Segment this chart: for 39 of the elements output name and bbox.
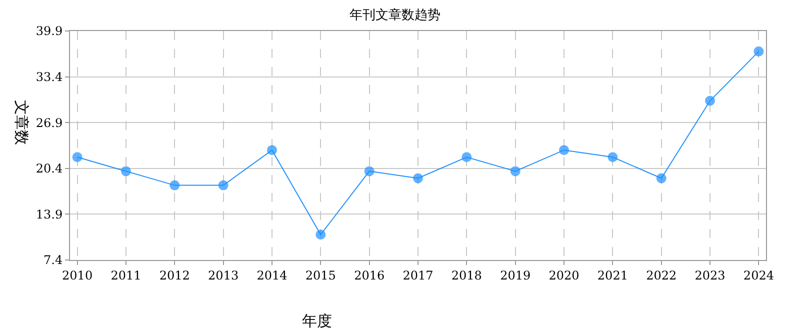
y-tick-label: 39.9: [36, 24, 63, 38]
y-tick-label: 33.4: [36, 70, 63, 84]
point: [705, 96, 716, 106]
y-tick-label: 7.4: [44, 253, 63, 268]
point: [218, 180, 228, 190]
x-tick-label: 2021: [597, 268, 628, 282]
x-tick-label: 2022: [646, 268, 677, 282]
point: [608, 152, 618, 162]
y-tick-label: 20.4: [36, 162, 63, 176]
x-tick-label: 2013: [208, 268, 239, 282]
point: [413, 173, 423, 184]
x-tick-label: 2023: [694, 268, 726, 282]
point: [754, 46, 764, 56]
x-tick-label: 2014: [256, 268, 288, 282]
x-tick-label: 2012: [159, 268, 190, 282]
x-tick-label: 2020: [548, 268, 580, 282]
point: [462, 152, 472, 162]
x-tick-label: 2010: [62, 268, 93, 282]
y-axis-title: 文章数: [12, 100, 30, 145]
y-tick-label: 13.9: [36, 207, 63, 222]
point: [656, 173, 666, 184]
x-axis-title: 年度: [302, 312, 332, 330]
y-tick-label: 26.9: [36, 116, 63, 130]
x-tick-label: 2011: [110, 268, 142, 282]
x-tick-label: 2019: [500, 268, 531, 282]
point: [170, 180, 180, 190]
point: [510, 166, 520, 176]
point: [266, 145, 277, 156]
point: [120, 166, 131, 176]
point: [72, 152, 82, 162]
point: [316, 230, 326, 240]
chart-title: 年刊文章数趋势: [350, 8, 440, 23]
point: [364, 166, 374, 176]
x-tick-label: 2016: [354, 268, 385, 282]
x-tick-label: 2017: [402, 268, 434, 282]
x-tick-label: 2015: [305, 268, 336, 282]
x-tick-label: 2018: [451, 268, 482, 282]
point: [559, 145, 570, 156]
x-tick-label: 2024: [743, 268, 774, 282]
